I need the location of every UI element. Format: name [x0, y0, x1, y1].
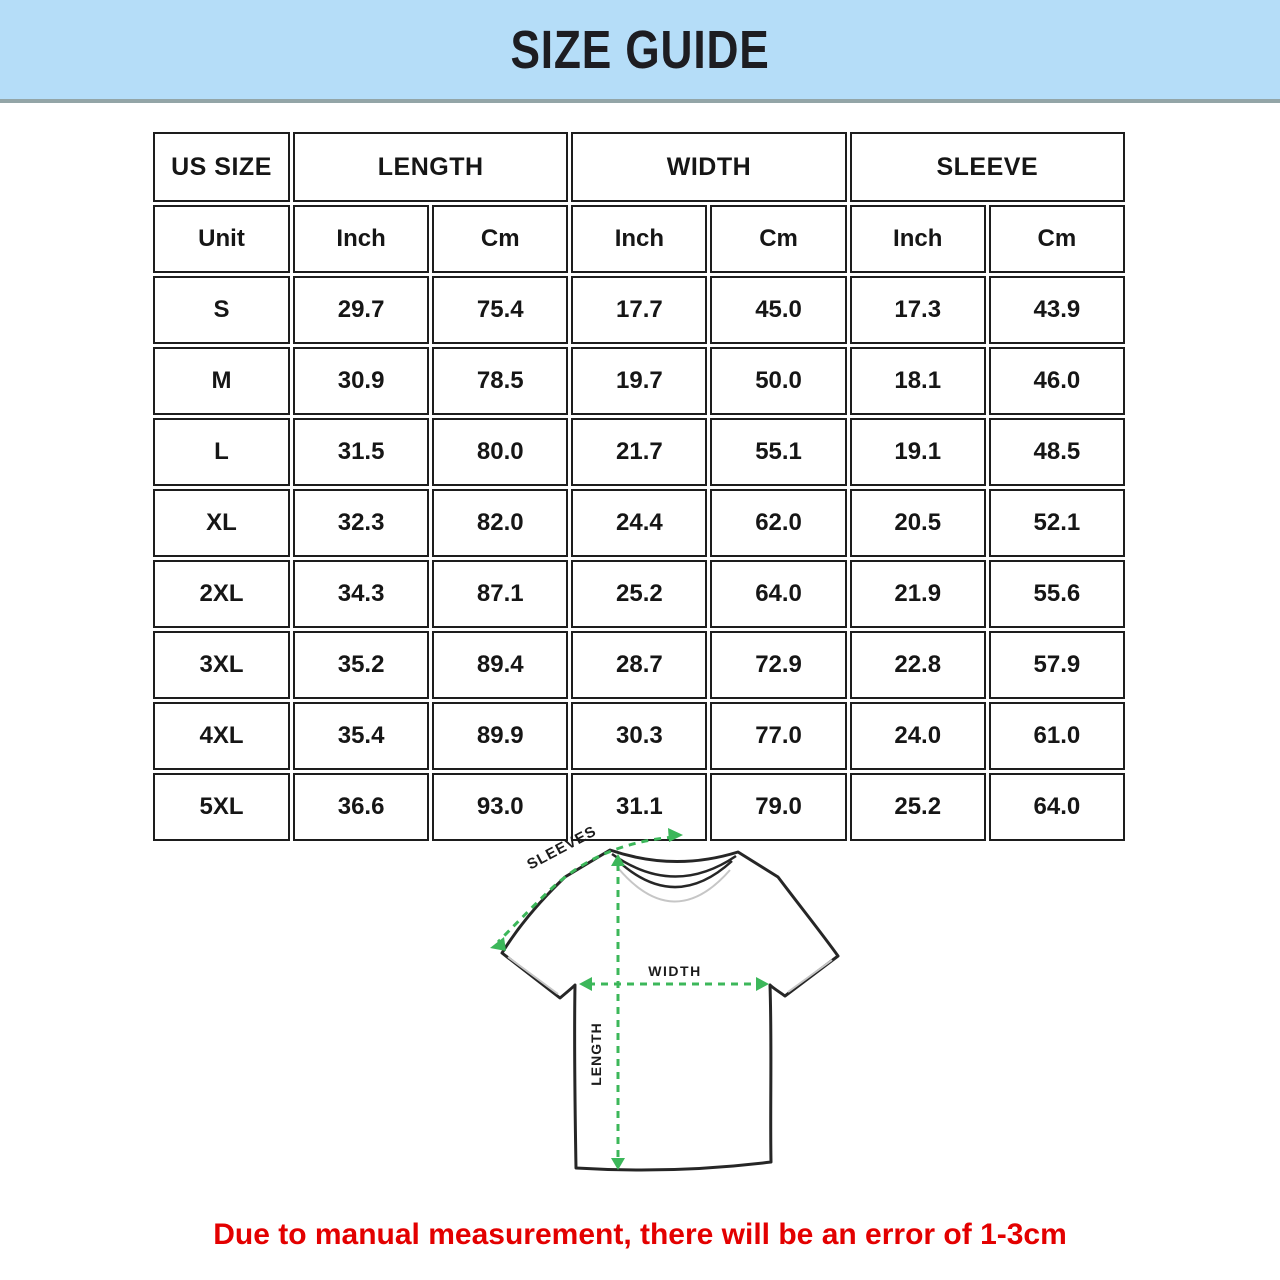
value-cell: 64.0 — [988, 773, 1125, 841]
value-cell: 78.5 — [432, 347, 569, 415]
left-cuff-stitch — [507, 956, 559, 995]
table-row: L 31.5 80.0 21.7 55.1 19.1 48.5 — [153, 418, 1125, 486]
value-cell: 62.0 — [710, 489, 847, 557]
collar-line-outer — [611, 852, 737, 878]
value-cell: 46.0 — [988, 347, 1125, 415]
collar-line-inner — [615, 858, 733, 889]
table-row: 4XL 35.4 89.9 30.3 77.0 24.0 61.0 — [153, 702, 1125, 770]
value-cell: 25.2 — [571, 560, 708, 628]
value-cell: 87.1 — [432, 560, 569, 628]
col-group-length: LENGTH — [293, 132, 569, 202]
table-row: 5XL 36.6 93.0 31.1 79.0 25.2 64.0 — [153, 773, 1125, 841]
table-row: XL 32.3 82.0 24.4 62.0 20.5 52.1 — [153, 489, 1125, 557]
value-cell: 25.2 — [849, 773, 986, 841]
sleeves-arrow-line — [496, 835, 675, 944]
size-table: US SIZE LENGTH WIDTH SLEEVE Unit Inch Cm… — [150, 129, 1128, 844]
unit-cell: Inch — [849, 205, 986, 273]
value-cell: 55.6 — [988, 560, 1125, 628]
value-cell: 61.0 — [988, 702, 1125, 770]
value-cell: 93.0 — [432, 773, 569, 841]
value-cell: 24.4 — [571, 489, 708, 557]
width-arrowhead-right — [756, 977, 769, 991]
value-cell: 89.4 — [432, 631, 569, 699]
value-cell: 22.8 — [849, 631, 986, 699]
value-cell: 36.6 — [293, 773, 430, 841]
unit-cell: Inch — [293, 205, 430, 273]
value-cell: 24.0 — [849, 702, 986, 770]
value-cell: 89.9 — [432, 702, 569, 770]
unit-cell: Cm — [988, 205, 1125, 273]
value-cell: 19.7 — [571, 347, 708, 415]
value-cell: 50.0 — [710, 347, 847, 415]
size-cell: S — [153, 276, 290, 344]
value-cell: 17.3 — [849, 276, 986, 344]
value-cell: 79.0 — [710, 773, 847, 841]
value-cell: 19.1 — [849, 418, 986, 486]
value-cell: 20.5 — [849, 489, 986, 557]
value-cell: 35.2 — [293, 631, 430, 699]
right-cuff-stitch — [787, 959, 833, 993]
unit-cell: Unit — [153, 205, 290, 273]
value-cell: 57.9 — [988, 631, 1125, 699]
col-group-sleeve: SLEEVE — [849, 132, 1125, 202]
length-label: LENGTH — [588, 1022, 604, 1086]
size-cell: 3XL — [153, 631, 290, 699]
value-cell: 35.4 — [293, 702, 430, 770]
table-row: 3XL 35.2 89.4 28.7 72.9 22.8 57.9 — [153, 631, 1125, 699]
col-group-us-size: US SIZE — [153, 132, 290, 202]
value-cell: 32.3 — [293, 489, 430, 557]
value-cell: 21.9 — [849, 560, 986, 628]
unit-cell: Cm — [710, 205, 847, 273]
table-row: M 30.9 78.5 19.7 50.0 18.1 46.0 — [153, 347, 1125, 415]
value-cell: 34.3 — [293, 560, 430, 628]
value-cell: 77.0 — [710, 702, 847, 770]
value-cell: 52.1 — [988, 489, 1125, 557]
page-title: SIZE GUIDE — [510, 19, 770, 80]
tshirt-measurement-diagram: SLEEVES WIDTH LENGTH — [490, 823, 840, 1172]
unit-cell: Inch — [571, 205, 708, 273]
size-cell: M — [153, 347, 290, 415]
length-arrowhead-top — [611, 854, 625, 866]
unit-cell: Cm — [432, 205, 569, 273]
value-cell: 82.0 — [432, 489, 569, 557]
value-cell: 21.7 — [571, 418, 708, 486]
unit-row: Unit Inch Cm Inch Cm Inch Cm — [153, 205, 1125, 273]
table-header-row: US SIZE LENGTH WIDTH SLEEVE — [153, 132, 1125, 202]
value-cell: 75.4 — [432, 276, 569, 344]
value-cell: 55.1 — [710, 418, 847, 486]
value-cell: 48.5 — [988, 418, 1125, 486]
value-cell: 17.7 — [571, 276, 708, 344]
value-cell: 31.1 — [571, 773, 708, 841]
value-cell: 43.9 — [988, 276, 1125, 344]
value-cell: 28.7 — [571, 631, 708, 699]
size-cell: L — [153, 418, 290, 486]
value-cell: 18.1 — [849, 347, 986, 415]
measurement-error-note: Due to manual measurement, there will be… — [213, 1218, 1067, 1251]
value-cell: 64.0 — [710, 560, 847, 628]
table-row: S 29.7 75.4 17.7 45.0 17.3 43.9 — [153, 276, 1125, 344]
width-arrowhead-left — [579, 977, 592, 991]
sleeves-arrowhead-top — [668, 828, 683, 842]
table-row: 2XL 34.3 87.1 25.2 64.0 21.9 55.6 — [153, 560, 1125, 628]
width-label: WIDTH — [648, 963, 701, 979]
length-arrowhead-bottom — [611, 1158, 625, 1170]
value-cell: 30.3 — [571, 702, 708, 770]
tshirt-outline — [500, 848, 840, 1172]
value-cell: 80.0 — [432, 418, 569, 486]
size-cell: 5XL — [153, 773, 290, 841]
size-cell: 4XL — [153, 702, 290, 770]
value-cell: 31.5 — [293, 418, 430, 486]
size-guide-banner: SIZE GUIDE — [0, 0, 1280, 103]
value-cell: 72.9 — [710, 631, 847, 699]
value-cell: 30.9 — [293, 347, 430, 415]
value-cell: 29.7 — [293, 276, 430, 344]
value-cell: 45.0 — [710, 276, 847, 344]
col-group-width: WIDTH — [571, 132, 847, 202]
sleeves-arrowhead-bottom — [490, 937, 506, 951]
collar-back-line — [617, 867, 731, 903]
size-cell: XL — [153, 489, 290, 557]
size-cell: 2XL — [153, 560, 290, 628]
